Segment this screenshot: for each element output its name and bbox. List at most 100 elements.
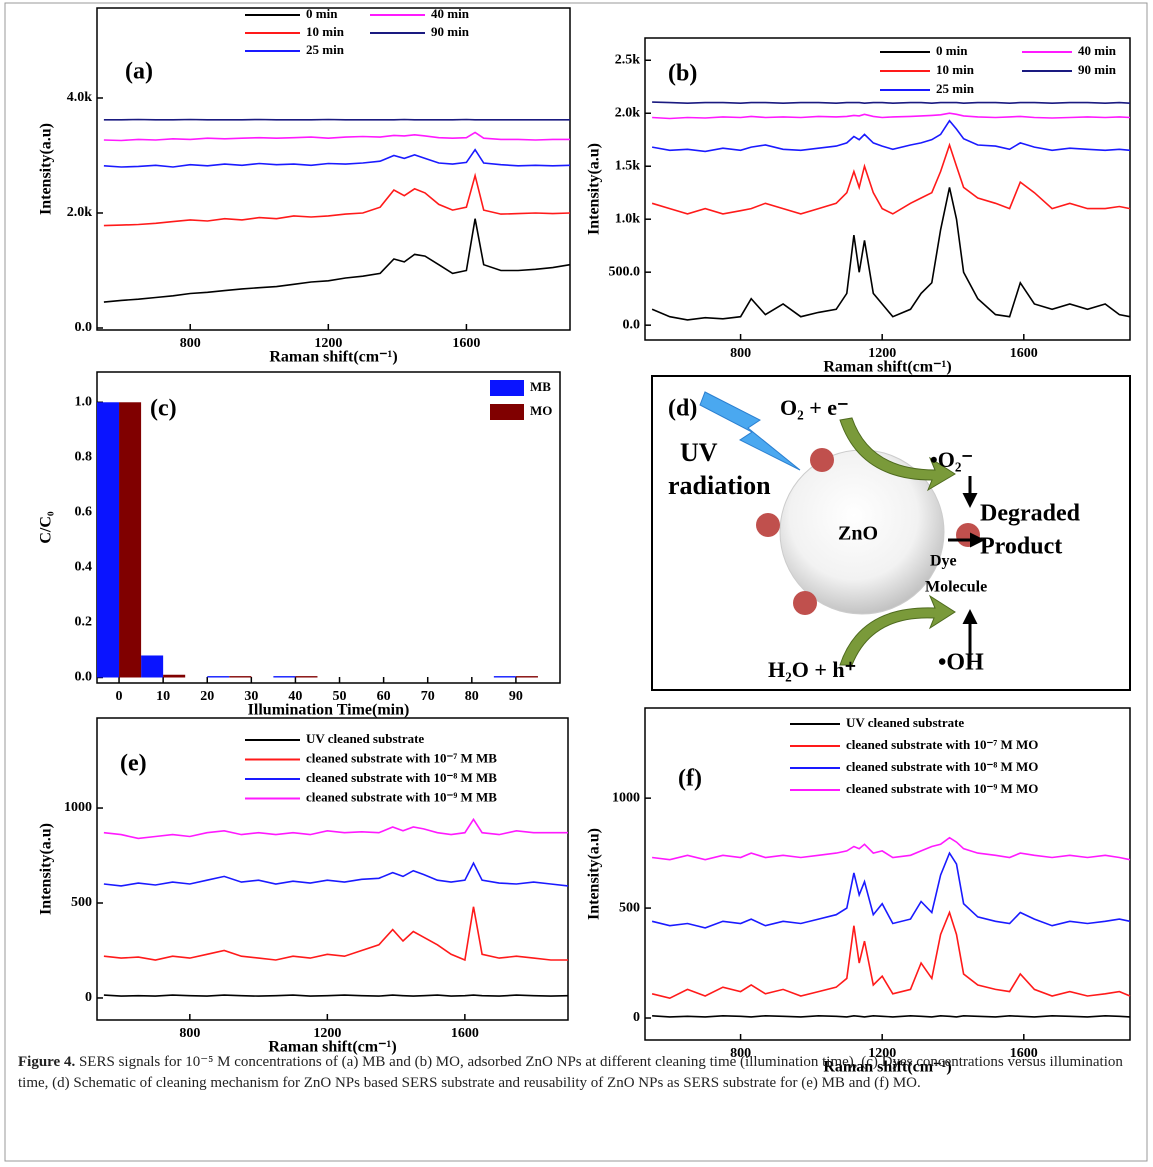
y-tick-label: 0.0 bbox=[75, 670, 93, 685]
x-tick-label: 800 bbox=[730, 346, 751, 361]
reaction-label: O₂ + e⁻ bbox=[780, 395, 849, 420]
y-tick-label: 1000 bbox=[612, 790, 640, 805]
plot-frame bbox=[644, 37, 1131, 341]
spectrum bbox=[103, 148, 571, 168]
legend-swatch bbox=[490, 380, 524, 396]
x-axis-label: Illumination Time(min) bbox=[248, 702, 410, 719]
lightning bbox=[699, 391, 801, 471]
bar bbox=[515, 676, 538, 678]
spectrum bbox=[103, 172, 571, 227]
x-tick-label: 0 bbox=[116, 689, 123, 704]
legend-swatch bbox=[490, 404, 524, 420]
bar bbox=[141, 655, 164, 678]
x-axis-label: Raman shift(cm⁻¹) bbox=[269, 349, 397, 366]
dye-label: Dye bbox=[930, 553, 957, 570]
legend-label: MB bbox=[530, 379, 551, 394]
y-axis-label: C/C₀ bbox=[38, 511, 55, 544]
x-tick-label: 10 bbox=[156, 689, 170, 704]
legend-label: 0 min bbox=[306, 6, 338, 21]
x-tick-label: 1600 bbox=[1010, 346, 1038, 361]
x-tick-label: 800 bbox=[180, 336, 201, 351]
y-tick-label: 500 bbox=[71, 895, 92, 910]
legend-label: cleaned substrate with 10⁻⁷ M MB bbox=[306, 750, 497, 765]
legend-label: cleaned substrate with 10⁻⁸ M MB bbox=[306, 770, 497, 785]
x-tick-label: 70 bbox=[421, 689, 435, 704]
dye-label: Molecule bbox=[925, 579, 987, 596]
y-tick-label: 2.0k bbox=[615, 105, 641, 120]
legend-label: 40 min bbox=[431, 6, 470, 21]
x-tick-label: 40 bbox=[288, 689, 302, 704]
caption-text: SERS signals for 10⁻⁵ M concentrations o… bbox=[18, 1054, 1123, 1091]
y-tick-label: 500 bbox=[619, 900, 640, 915]
y-tick-label: 0.8 bbox=[75, 450, 93, 465]
y-tick-label: 1000 bbox=[64, 800, 92, 815]
spectrum bbox=[103, 131, 570, 142]
x-tick-label: 20 bbox=[200, 689, 214, 704]
y-axis-label: Intensity(a.u) bbox=[38, 123, 55, 215]
y-tick-label: 0 bbox=[85, 990, 92, 1005]
legend-label: 10 min bbox=[936, 62, 975, 77]
x-tick-label: 1200 bbox=[314, 336, 342, 351]
x-tick-label: 60 bbox=[377, 689, 391, 704]
x-tick-label: 1600 bbox=[452, 336, 480, 351]
frame bbox=[4, 2, 1148, 1162]
x-tick-label: 30 bbox=[244, 689, 258, 704]
y-tick-label: 4.0k bbox=[67, 90, 93, 105]
legend-label: UV cleaned substrate bbox=[306, 731, 424, 746]
x-axis-label: Raman shift(cm⁻¹) bbox=[268, 1039, 396, 1056]
x-axis-label: Raman shift(cm⁻¹) bbox=[823, 1059, 951, 1076]
legend-label: 25 min bbox=[936, 81, 975, 96]
legend-label: cleaned substrate with 10⁻⁷ M MO bbox=[846, 737, 1038, 752]
caption-label: Figure 4. bbox=[18, 1054, 76, 1070]
reaction-label: •OH bbox=[938, 650, 984, 676]
schematic: (d) UV radiation O₂ + e⁻ •O₂⁻ ZnO Degrad… bbox=[651, 375, 1131, 691]
caption: Figure 4. SERS signals for 10⁻⁵ M concen… bbox=[18, 1052, 1136, 1094]
plot-frame bbox=[96, 717, 569, 1021]
uv-label: UV bbox=[680, 438, 718, 467]
x-tick-label: 1600 bbox=[451, 1026, 479, 1041]
legend-label: 90 min bbox=[1078, 62, 1117, 77]
spectrum bbox=[103, 861, 569, 887]
panel-label: (c) bbox=[150, 396, 177, 422]
panel-label: (a) bbox=[125, 59, 153, 85]
dye-dot bbox=[956, 523, 980, 547]
y-tick-label: 2.5k bbox=[615, 52, 641, 67]
chart: 800 1200 1600 0 500 1000 Raman shift(cm⁻¹) Inte… bbox=[586, 707, 1131, 1076]
panel-label: (d) bbox=[668, 396, 697, 422]
x-tick-label: 1200 bbox=[868, 346, 896, 361]
y-tick-label: 0.6 bbox=[75, 505, 93, 520]
y-tick-label: 1.0k bbox=[615, 211, 641, 226]
product-label: Degraded bbox=[980, 501, 1081, 527]
legend-label: UV cleaned substrate bbox=[846, 715, 964, 730]
reaction-label: •O₂⁻ bbox=[930, 447, 973, 472]
bar bbox=[97, 402, 120, 678]
dye-dot bbox=[756, 513, 780, 537]
spectrum bbox=[651, 851, 1131, 929]
product-label: Product bbox=[980, 534, 1062, 560]
spectrum bbox=[103, 994, 569, 997]
y-axis-label: Intensity(a.u) bbox=[38, 823, 55, 915]
y-tick-label: 0.0 bbox=[75, 320, 93, 335]
panel-label: (b) bbox=[668, 61, 697, 87]
legend-label: 40 min bbox=[1078, 43, 1117, 58]
x-tick-label: 80 bbox=[465, 689, 479, 704]
y-axis-label: Intensity(a.u) bbox=[586, 828, 603, 920]
x-tick-label: 1200 bbox=[868, 1046, 896, 1061]
x-tick-label: 800 bbox=[179, 1026, 200, 1041]
x-axis-label: Raman shift(cm⁻¹) bbox=[823, 359, 951, 376]
y-tick-label: 1.5k bbox=[615, 158, 641, 173]
chart: 800 1200 1600 0.0 500.0 1.0k 1.5k 2.0k 2.5k Raman… bbox=[586, 37, 1131, 376]
legend-label: 25 min bbox=[306, 42, 345, 57]
bar bbox=[493, 676, 516, 678]
panel-label: (f) bbox=[678, 766, 702, 792]
legend-label: 0 min bbox=[936, 43, 968, 58]
bar bbox=[273, 676, 296, 678]
bar bbox=[207, 676, 230, 678]
spectrum bbox=[103, 906, 568, 962]
green-arrow bbox=[839, 594, 956, 666]
y-tick-label: 500.0 bbox=[609, 264, 641, 279]
y-axis-label: Intensity(a.u) bbox=[586, 143, 603, 235]
legend-label: 90 min bbox=[431, 24, 470, 39]
